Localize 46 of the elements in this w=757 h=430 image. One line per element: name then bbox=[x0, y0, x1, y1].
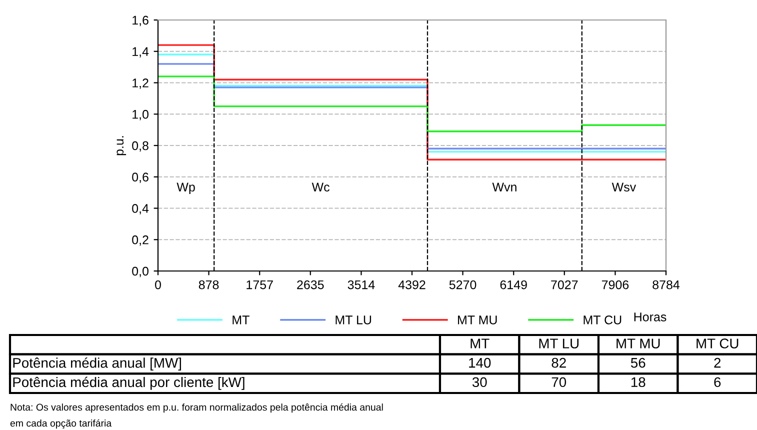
category-label: MT bbox=[470, 338, 490, 348]
category-label: Potência média anual por cliente [kW] bbox=[13, 376, 244, 390]
x-tick-label: 1757 bbox=[246, 280, 273, 290]
text: 82 bbox=[552, 358, 566, 368]
x-tick-label: 3514 bbox=[348, 280, 375, 290]
text: 2 bbox=[714, 358, 721, 368]
text: 56 bbox=[630, 358, 646, 368]
y-axis-title: p.u. bbox=[116, 136, 126, 156]
y-tick-label: 0,4 bbox=[132, 204, 149, 214]
text: em cada opção tarifária bbox=[10, 419, 112, 429]
category-label: MT MU bbox=[616, 338, 660, 348]
x-tick-label: 0 bbox=[155, 280, 161, 290]
y-tick-label: 1,0 bbox=[132, 110, 148, 120]
legend-label: MT LU bbox=[336, 316, 372, 324]
x-tick-label: 5270 bbox=[449, 280, 476, 290]
legend-label: MT CU bbox=[584, 316, 622, 324]
y-tick-label: 1,6 bbox=[132, 16, 148, 26]
annotation: Wsv bbox=[612, 182, 636, 192]
annotation: Wvn bbox=[492, 182, 516, 192]
y-tick-label: 1,2 bbox=[132, 78, 148, 89]
category-label: Potência média anual [MW] bbox=[13, 357, 181, 371]
y-tick-label: 0,2 bbox=[132, 235, 148, 246]
annotation: Wc bbox=[312, 182, 330, 192]
x-tick-label: 6149 bbox=[500, 280, 527, 290]
y-tick-label: 1,4 bbox=[132, 47, 149, 58]
text: 140 bbox=[469, 358, 491, 368]
annotation: Wp bbox=[176, 182, 195, 194]
text: Nota: Os valores apresentados em p.u. foram normalizados pela potência média anual bbox=[10, 403, 383, 413]
text: 30 bbox=[472, 377, 487, 388]
legend-label: MT MU bbox=[458, 316, 497, 324]
category-label: MT CU bbox=[696, 338, 738, 348]
y-tick-label: 0,8 bbox=[132, 141, 148, 152]
legend-label: MT bbox=[232, 316, 250, 324]
category-label: MT LU bbox=[539, 338, 579, 348]
y-tick-label: 0,0 bbox=[132, 266, 148, 278]
x-tick-label: 4392 bbox=[398, 280, 426, 290]
text: 6 bbox=[714, 377, 721, 388]
text: 70 bbox=[552, 377, 566, 388]
text: 18 bbox=[631, 377, 646, 388]
x-axis-title: Horas bbox=[634, 312, 666, 322]
y-tick-label: 0,6 bbox=[132, 172, 148, 184]
x-tick-label: 7906 bbox=[602, 280, 629, 290]
x-tick-label: 8784 bbox=[652, 280, 680, 290]
x-tick-label: 7027 bbox=[551, 280, 578, 290]
x-tick-label: 878 bbox=[198, 280, 219, 290]
x-tick-label: 2635 bbox=[297, 280, 324, 290]
